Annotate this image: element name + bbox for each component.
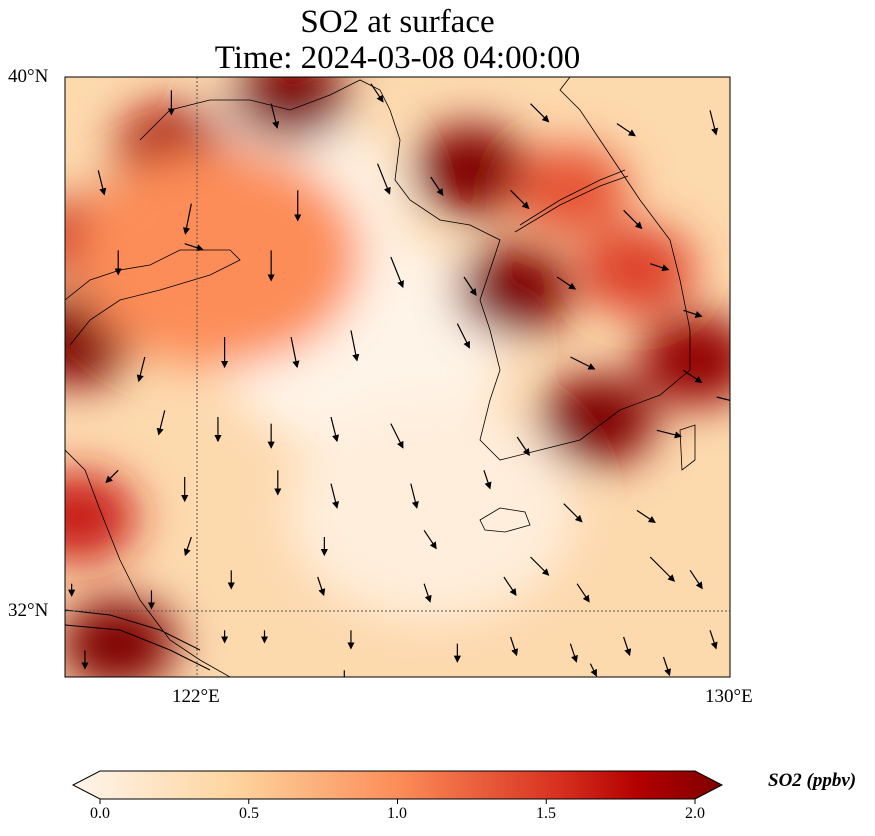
wind-arrow xyxy=(683,369,703,383)
wind-arrow xyxy=(709,630,718,650)
wind-arrow xyxy=(483,470,492,490)
wind-arrow xyxy=(290,336,300,369)
wind-arrow xyxy=(650,263,670,272)
y-tick-40n: 40°N xyxy=(8,66,49,87)
so2-hotspot xyxy=(578,225,696,316)
wind-arrow xyxy=(563,503,583,523)
wind-arrow xyxy=(184,243,204,252)
wind-arrow xyxy=(390,423,404,449)
wind-arrow xyxy=(662,656,672,677)
colorbar-label: SO2 (ppbv) xyxy=(768,770,857,791)
plot-subtitle: Time: 2024-03-08 04:00:00 xyxy=(214,40,581,76)
so2-low-zone xyxy=(287,400,574,621)
wind-arrow xyxy=(530,103,550,123)
wind-arrow xyxy=(689,570,703,590)
map-frame xyxy=(64,76,731,678)
wind-arrow xyxy=(430,176,444,196)
wind-arrow xyxy=(623,209,643,230)
so2-hotspot xyxy=(638,315,730,406)
wind-arrow xyxy=(370,83,384,103)
wind-arrow xyxy=(623,636,632,657)
wind-arrow xyxy=(556,276,577,290)
wind-arrow xyxy=(576,583,590,603)
colorbar-tick-label: 0.0 xyxy=(90,805,110,822)
wind-arrow xyxy=(330,416,340,443)
wind-arrow xyxy=(649,556,676,582)
colorbar-tick-label: 1.0 xyxy=(387,805,407,822)
wind-arrow xyxy=(270,103,280,129)
wind-arrow xyxy=(589,663,597,677)
wind-arrow xyxy=(156,410,166,436)
wind-arrow xyxy=(105,469,119,484)
x-tick-130e: 130°E xyxy=(705,686,753,707)
so2-hotspot xyxy=(538,375,656,466)
colorbar xyxy=(71,770,724,800)
wind-arrow xyxy=(376,163,391,195)
so2-hotspot xyxy=(412,125,530,216)
wind-arrow xyxy=(503,576,517,596)
wind-vectors xyxy=(68,83,730,677)
wind-arrow xyxy=(317,576,326,597)
colorbar-tick-label: 1.5 xyxy=(536,805,556,822)
wind-arrow xyxy=(423,530,437,550)
wind-arrow xyxy=(636,509,656,523)
wind-arrow xyxy=(183,536,192,557)
colorbar-ticks xyxy=(99,799,696,804)
wind-arrow xyxy=(136,356,146,383)
wind-arrow xyxy=(530,556,550,576)
so2-hotspot xyxy=(65,472,137,562)
coastlines xyxy=(65,77,696,677)
plot-title: SO2 at surface xyxy=(300,4,495,40)
y-tick-32n: 32°N xyxy=(8,600,49,621)
so2-hotspot xyxy=(232,77,350,142)
wind-arrow xyxy=(683,309,703,318)
colorbar-tick-label: 2.0 xyxy=(685,805,705,822)
wind-arrow xyxy=(410,483,419,509)
wind-arrow xyxy=(569,643,578,663)
wind-arrow xyxy=(510,189,530,210)
wind-arrow xyxy=(509,636,519,657)
wind-arrow xyxy=(330,483,340,509)
wind-arrow xyxy=(570,356,596,370)
wind-arrow xyxy=(456,323,470,349)
colorbar-tick-label: 0.5 xyxy=(239,805,259,822)
so2-field xyxy=(65,77,730,677)
wind-arrow xyxy=(716,396,730,401)
wind-arrow xyxy=(390,256,404,289)
wind-arrow xyxy=(709,110,719,136)
wind-arrow xyxy=(656,429,683,439)
wind-arrow xyxy=(423,583,432,603)
so2-hotspot xyxy=(511,145,629,236)
rivers xyxy=(65,609,211,671)
wind-arrow xyxy=(516,436,530,456)
so2-hotspot xyxy=(65,598,177,677)
wind-arrow xyxy=(97,170,107,196)
so2-low-zone xyxy=(74,147,361,367)
x-tick-122e: 122°E xyxy=(172,686,220,707)
wind-arrow xyxy=(182,203,192,235)
wind-arrow xyxy=(463,276,477,296)
wind-arrow xyxy=(616,123,636,137)
wind-arrow xyxy=(350,330,360,362)
